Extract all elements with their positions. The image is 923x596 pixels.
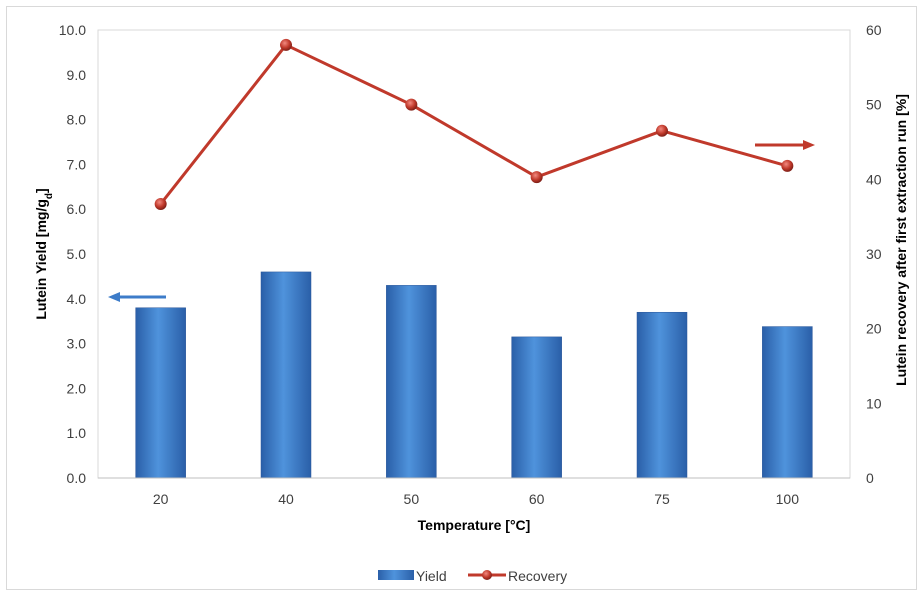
legend-item-yield: Yield bbox=[378, 568, 447, 584]
bar-yield-20 bbox=[135, 307, 186, 479]
point-recovery-40 bbox=[280, 38, 292, 51]
x-axis-title: Temperature [°C] bbox=[418, 517, 531, 533]
left-axis-title: Lutein Yield [mg/gd] bbox=[33, 188, 55, 319]
left-tick-label: 8.0 bbox=[67, 112, 87, 128]
yield-bars bbox=[135, 271, 813, 479]
bar-yield-75 bbox=[636, 311, 688, 479]
left-axis-ticks: 0.0 1.0 2.0 3.0 4.0 5.0 6.0 7.0 8.0 9.0 10.0 bbox=[59, 22, 86, 486]
point-recovery-20 bbox=[154, 197, 167, 210]
bar-yield-60 bbox=[511, 336, 562, 479]
left-axis-title-subscript: d bbox=[44, 193, 55, 199]
x-tick-label: 75 bbox=[654, 491, 670, 507]
legend-item-recovery: Recovery bbox=[468, 568, 567, 584]
right-tick-label: 10 bbox=[866, 395, 882, 411]
point-recovery-75 bbox=[656, 124, 668, 137]
left-tick-label: 3.0 bbox=[67, 336, 87, 352]
left-axis-arrow bbox=[108, 292, 166, 302]
x-tick-label: 20 bbox=[153, 491, 169, 507]
right-axis-title: Lutein recovery after first extraction r… bbox=[893, 94, 909, 386]
x-tick-label: 50 bbox=[404, 491, 420, 507]
x-tick-label: 60 bbox=[529, 491, 545, 507]
bar-yield-50 bbox=[386, 285, 437, 479]
recovery-line-path bbox=[159, 43, 788, 205]
svg-text:Yield: Yield bbox=[416, 568, 447, 584]
left-tick-label: 9.0 bbox=[67, 67, 87, 83]
right-axis-arrow bbox=[755, 140, 815, 150]
bar-yield-100 bbox=[762, 326, 813, 479]
right-tick-label: 60 bbox=[866, 22, 882, 38]
left-tick-label: 0.0 bbox=[67, 470, 87, 486]
right-axis-ticks: 0 10 20 30 40 50 60 bbox=[866, 22, 882, 486]
left-tick-label: 2.0 bbox=[67, 380, 87, 396]
left-tick-label: 10.0 bbox=[59, 22, 86, 38]
right-tick-label: 30 bbox=[866, 246, 882, 262]
plot-area bbox=[97, 29, 851, 479]
left-tick-label: 5.0 bbox=[67, 246, 87, 262]
bar-yield-40 bbox=[260, 271, 312, 479]
right-tick-label: 0 bbox=[866, 470, 874, 486]
x-tick-label: 100 bbox=[776, 491, 800, 507]
svg-text:Recovery: Recovery bbox=[508, 568, 567, 584]
right-tick-label: 50 bbox=[866, 97, 882, 113]
x-tick-label: 40 bbox=[278, 491, 294, 507]
left-tick-label: 1.0 bbox=[67, 425, 87, 441]
point-recovery-50 bbox=[405, 98, 418, 111]
right-tick-label: 40 bbox=[866, 171, 882, 187]
legend: Yield Recovery bbox=[378, 568, 567, 584]
point-recovery-100 bbox=[781, 159, 794, 172]
left-tick-label: 7.0 bbox=[67, 156, 87, 172]
x-axis-ticks: 20 40 50 60 75 100 bbox=[153, 491, 799, 507]
left-tick-label: 4.0 bbox=[67, 291, 87, 307]
right-tick-label: 20 bbox=[866, 321, 882, 337]
left-tick-label: 6.0 bbox=[67, 201, 87, 217]
point-recovery-60 bbox=[530, 171, 543, 184]
recovery-line bbox=[154, 38, 794, 210]
